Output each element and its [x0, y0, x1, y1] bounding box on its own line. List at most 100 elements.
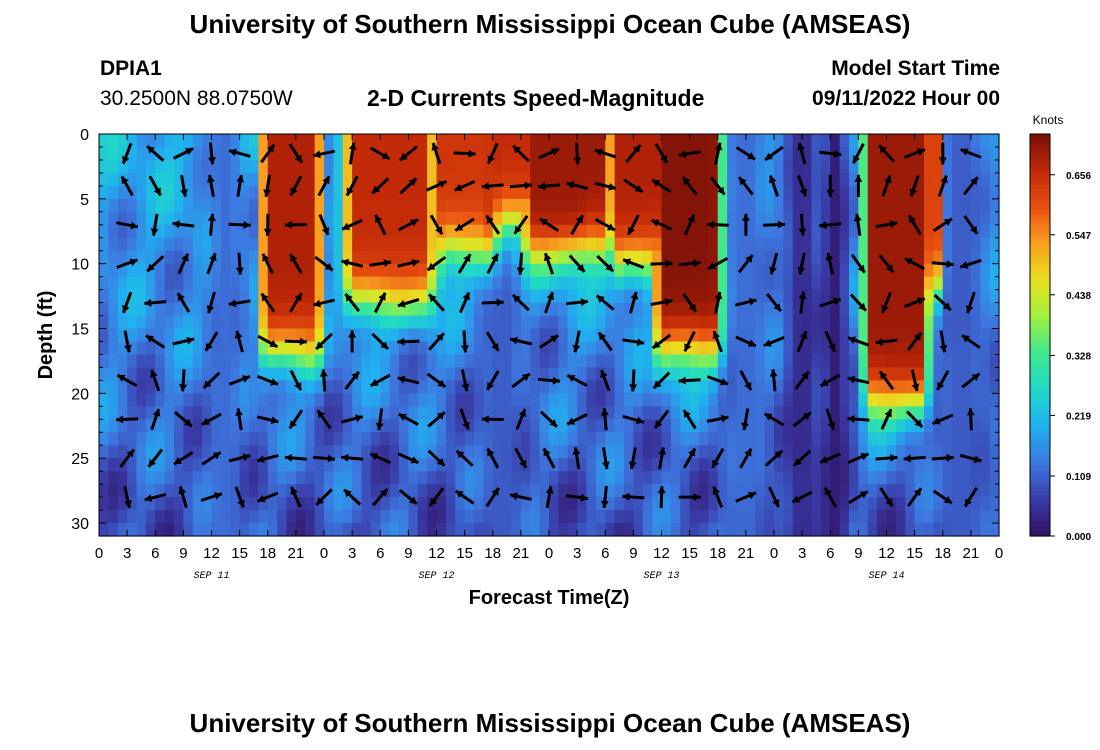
current-vector-arrow: [121, 291, 133, 314]
current-vector-arrow: [486, 142, 499, 165]
heatmap-cell: [192, 380, 203, 394]
heatmap-cell: [295, 419, 306, 433]
heatmap-cell: [511, 419, 522, 433]
heatmap-cell: [774, 224, 784, 239]
heatmap-cell: [558, 367, 569, 381]
heatmap-cell: [708, 341, 719, 356]
heatmap-cell: [202, 484, 213, 498]
heatmap-cell: [877, 341, 888, 356]
current-vector-arrow: [454, 489, 475, 505]
heatmap-cell: [117, 471, 128, 485]
current-vector-arrow: [959, 453, 982, 464]
heatmap-cell: [586, 484, 597, 498]
heatmap-cell: [220, 458, 231, 472]
heatmap-cell: [230, 289, 241, 304]
heatmap-cell: [145, 432, 156, 446]
heatmap-cell: [427, 510, 438, 524]
heatmap-cell: [155, 484, 166, 498]
heatmap-cell: [577, 185, 588, 200]
heatmap-cell: [99, 289, 109, 304]
heatmap-cell: [914, 237, 925, 252]
heatmap-cell: [811, 134, 822, 148]
heatmap-cell: [764, 302, 775, 317]
heatmap-cell: [652, 172, 663, 187]
heatmap-cell: [577, 159, 588, 174]
heatmap-cell: [202, 134, 213, 148]
heatmap-cell: [136, 276, 147, 291]
heatmap-cell: [483, 276, 494, 291]
heatmap-cell: [699, 159, 709, 174]
heatmap-cell: [961, 302, 972, 317]
heatmap-cell: [520, 341, 531, 356]
heatmap-cell: [783, 445, 794, 459]
heatmap-cell: [530, 276, 541, 291]
heatmap-cell: [145, 263, 156, 278]
heatmap-cell: [802, 198, 813, 213]
current-vector-arrow: [854, 174, 863, 197]
heatmap-cell: [924, 458, 934, 472]
heatmap-cell: [961, 484, 972, 498]
heatmap-cell: [492, 445, 503, 459]
heatmap-cell: [670, 276, 681, 291]
heatmap-cell: [549, 497, 559, 511]
heatmap-cell: [708, 367, 719, 381]
heatmap-cell: [239, 484, 250, 498]
current-vector-arrow: [904, 257, 926, 271]
heatmap-cell: [108, 276, 119, 291]
heatmap-cell: [408, 471, 419, 485]
heatmap-cell: [136, 497, 147, 511]
heatmap-cell: [830, 159, 841, 174]
heatmap-cell: [952, 172, 963, 187]
heatmap-cell: [192, 159, 203, 174]
heatmap-cell: [924, 523, 934, 537]
heatmap-cell: [230, 367, 241, 381]
heatmap-cell: [136, 523, 147, 537]
heatmap-cell: [755, 250, 766, 265]
current-vector-arrow: [566, 181, 589, 190]
heatmap-cell: [727, 484, 738, 498]
heatmap-cell: [783, 432, 794, 446]
current-vector-arrow: [425, 180, 448, 192]
heatmap-cell: [933, 393, 944, 407]
current-vector-arrow: [678, 259, 701, 268]
heatmap-cell: [99, 523, 109, 537]
current-vector-arrow: [764, 145, 784, 162]
heatmap-cell: [736, 432, 747, 446]
heatmap-cell: [952, 354, 963, 369]
heatmap-cell: [277, 159, 288, 174]
heatmap-cell: [183, 354, 194, 369]
heatmap-cell: [736, 134, 747, 148]
heatmap-cell: [924, 302, 934, 317]
heatmap-cell: [727, 134, 738, 148]
heatmap-cell: [342, 341, 353, 356]
heatmap-cell: [408, 406, 419, 420]
heatmap-cell: [680, 380, 691, 394]
heatmap-cell: [689, 341, 700, 356]
heatmap-cell: [436, 354, 447, 369]
current-vector-arrow: [825, 252, 834, 275]
heatmap-cell: [464, 341, 475, 356]
heatmap-cell: [277, 471, 288, 485]
colorbar-segment: [1030, 485, 1050, 492]
current-vector-arrow: [398, 145, 418, 162]
heatmap-cell: [145, 406, 156, 420]
heatmap-cell: [989, 354, 1000, 369]
heatmap-cell: [314, 302, 325, 317]
current-vector-arrow: [881, 175, 892, 197]
heatmap-cell: [755, 302, 766, 317]
heatmap-cell: [802, 172, 813, 187]
heatmap-cell: [642, 185, 653, 200]
heatmap-cell: [839, 484, 850, 498]
current-vector-arrow: [256, 454, 279, 463]
heatmap-cell: [558, 380, 569, 394]
heatmap-cell: [230, 419, 241, 433]
heatmap-cell: [520, 328, 531, 343]
heatmap-cell: [455, 185, 466, 200]
heatmap-cell: [849, 302, 859, 317]
heatmap-cell: [933, 224, 944, 239]
heatmap-cell: [774, 432, 784, 446]
heatmap-cell: [745, 172, 756, 187]
heatmap-cell: [614, 380, 625, 394]
heatmap-cell: [502, 250, 513, 265]
